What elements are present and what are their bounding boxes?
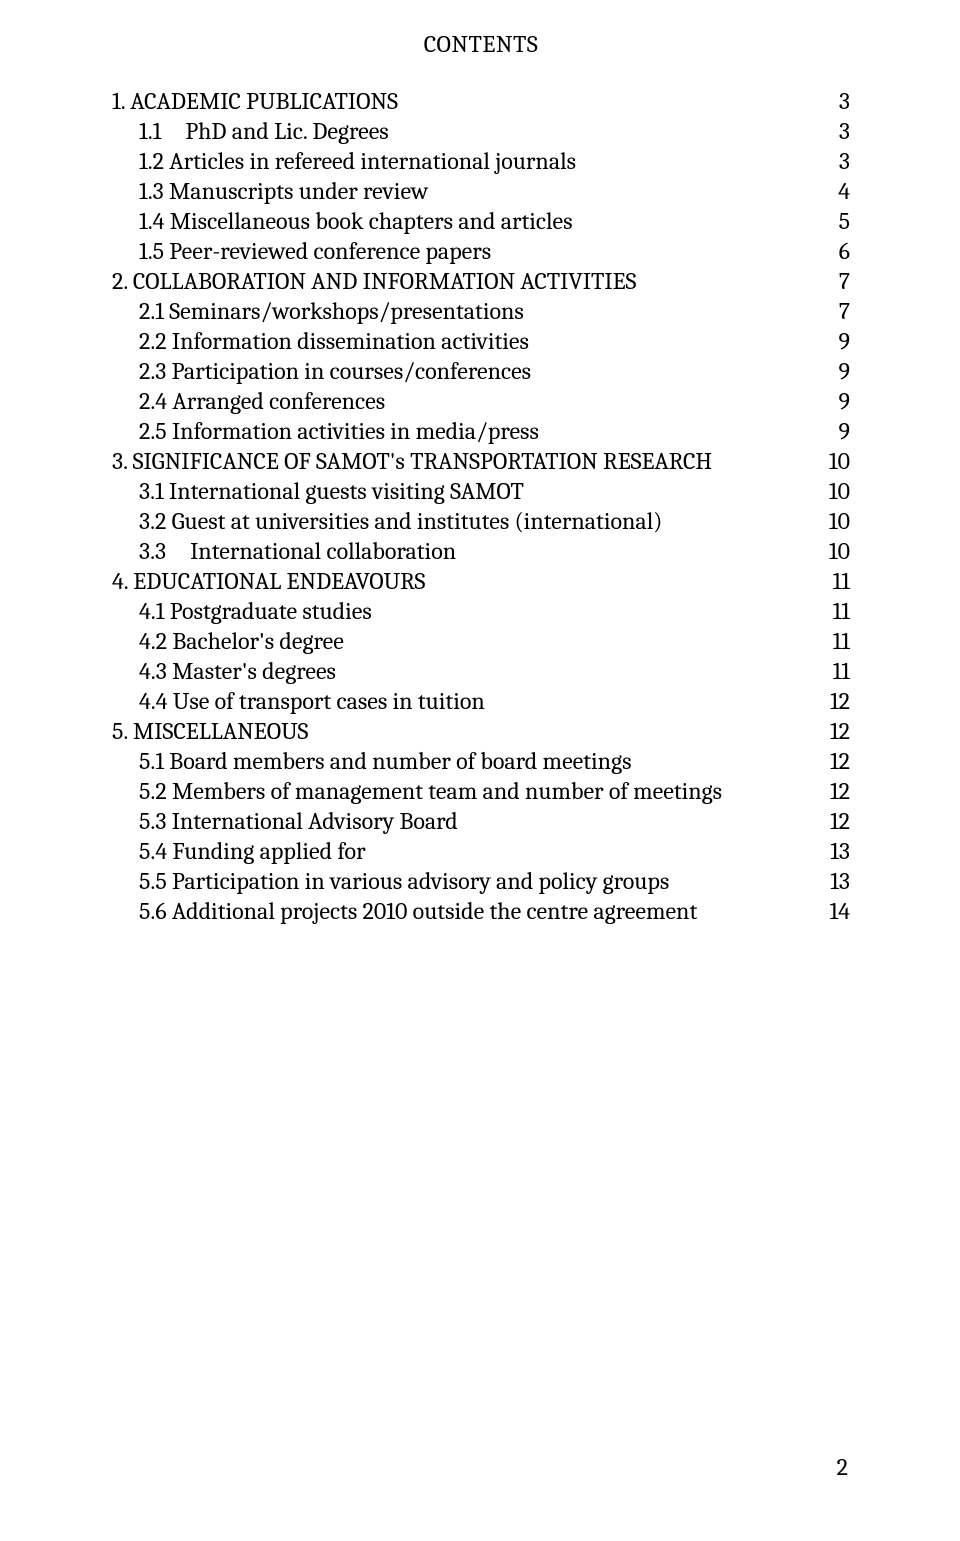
toc-entry: 2.4 Arranged conferences 9 xyxy=(112,386,850,416)
toc-entry-page: 12 xyxy=(830,776,850,806)
toc-entry-page: 9 xyxy=(839,326,850,356)
toc-entry-label: 5.6 Additional projects 2010 outside the… xyxy=(139,896,697,926)
toc-entry: 2.5 Information activities in media/pres… xyxy=(112,416,850,446)
toc-entry: 4.2 Bachelor's degree 11 xyxy=(112,626,850,656)
toc-entry: 2.1 Seminars/workshops/presentations 7 xyxy=(112,296,850,326)
toc-entry-label: 5.4 Funding applied for xyxy=(139,836,366,866)
toc-entry-page: 7 xyxy=(839,266,850,296)
toc-entry-label: 5.1 Board members and number of board me… xyxy=(139,746,632,776)
toc-entry: 3.3 International collaboration 10 xyxy=(112,536,850,566)
toc-entry-label: 2.2 Information dissemination activities xyxy=(139,326,529,356)
toc-entry-page: 13 xyxy=(830,866,850,896)
toc-entry-label: 4.1 Postgraduate studies xyxy=(139,596,372,626)
table-of-contents: 1. ACADEMIC PUBLICATIONS31.1 PhD and Lic… xyxy=(112,86,850,926)
toc-entry-page: 9 xyxy=(839,356,850,386)
toc-entry-page: 12 xyxy=(830,746,850,776)
toc-entry-page: 11 xyxy=(833,566,850,596)
toc-entry-label: 3. SIGNIFICANCE OF SAMOT's TRANSPORTATIO… xyxy=(112,446,712,476)
toc-entry-page: 3 xyxy=(839,86,850,116)
toc-entry-label: 5. MISCELLANEOUS xyxy=(112,716,308,746)
toc-entry-page: 12 xyxy=(830,806,850,836)
toc-entry: 3. SIGNIFICANCE OF SAMOT's TRANSPORTATIO… xyxy=(112,446,850,476)
toc-entry-page: 12 xyxy=(830,716,850,746)
page-container: CONTENTS 1. ACADEMIC PUBLICATIONS31.1 Ph… xyxy=(0,0,960,926)
toc-entry-page: 12 xyxy=(830,686,850,716)
toc-entry-label: 3.3 International collaboration xyxy=(139,536,456,566)
toc-entry-page: 10 xyxy=(829,476,850,506)
toc-entry-label: 4.4 Use of transport cases in tuition xyxy=(139,686,485,716)
toc-entry-label: 1.5 Peer-reviewed conference papers xyxy=(139,236,491,266)
toc-entry: 2. COLLABORATION AND INFORMATION ACTIVIT… xyxy=(112,266,850,296)
toc-entry-page: 10 xyxy=(829,536,850,566)
toc-entry: 2.3 Participation in courses/conferences… xyxy=(112,356,850,386)
toc-entry-label: 2.1 Seminars/workshops/presentations xyxy=(139,296,524,326)
toc-entry-page: 5 xyxy=(839,206,850,236)
page-title: CONTENTS xyxy=(112,30,850,58)
toc-entry: 1.4 Miscellaneous book chapters and arti… xyxy=(112,206,850,236)
toc-entry: 1.3 Manuscripts under review 4 xyxy=(112,176,850,206)
toc-entry-label: 2.3 Participation in courses/conferences xyxy=(139,356,531,386)
toc-entry-label: 1. ACADEMIC PUBLICATIONS xyxy=(112,86,398,116)
toc-entry-label: 5.5 Participation in various advisory an… xyxy=(139,866,669,896)
toc-entry-page: 9 xyxy=(839,386,850,416)
page-number: 2 xyxy=(837,1453,848,1481)
toc-entry: 3.1 International guests visiting SAMOT 1… xyxy=(112,476,850,506)
toc-entry: 5.4 Funding applied for 13 xyxy=(112,836,850,866)
toc-entry: 5.6 Additional projects 2010 outside the… xyxy=(112,896,850,926)
toc-entry: 5.5 Participation in various advisory an… xyxy=(112,866,850,896)
toc-entry-page: 6 xyxy=(839,236,850,266)
toc-entry-label: 2.5 Information activities in media/pres… xyxy=(139,416,539,446)
toc-entry-page: 11 xyxy=(833,656,850,686)
toc-entry-label: 3.1 International guests visiting SAMOT xyxy=(139,476,524,506)
toc-entry: 5. MISCELLANEOUS 12 xyxy=(112,716,850,746)
toc-entry: 1. ACADEMIC PUBLICATIONS 3 xyxy=(112,86,850,116)
toc-entry-label: 5.2 Members of management team and numbe… xyxy=(139,776,722,806)
toc-entry: 5.3 International Advisory Board 12 xyxy=(112,806,850,836)
toc-entry-page: 7 xyxy=(839,296,850,326)
toc-entry-page: 11 xyxy=(833,596,850,626)
toc-entry-label: 4.2 Bachelor's degree xyxy=(139,626,344,656)
toc-entry-label: 1.2 Articles in refereed international j… xyxy=(139,146,576,176)
toc-entry: 1.2 Articles in refereed international j… xyxy=(112,146,850,176)
toc-entry: 3.2 Guest at universities and institutes… xyxy=(112,506,850,536)
toc-entry-page: 11 xyxy=(833,626,850,656)
toc-entry-label: 4.3 Master's degrees xyxy=(139,656,336,686)
toc-entry-label: 1.1 PhD and Lic. Degrees xyxy=(139,116,389,146)
toc-entry-label: 3.2 Guest at universities and institutes… xyxy=(139,506,662,536)
toc-entry-page: 14 xyxy=(830,896,851,926)
toc-entry: 4. EDUCATIONAL ENDEAVOURS 11 xyxy=(112,566,850,596)
toc-entry: 5.1 Board members and number of board me… xyxy=(112,746,850,776)
toc-entry-label: 5.3 International Advisory Board xyxy=(139,806,458,836)
toc-entry-page: 3 xyxy=(839,116,850,146)
toc-entry-label: 1.4 Miscellaneous book chapters and arti… xyxy=(139,206,573,236)
toc-entry-page: 13 xyxy=(830,836,850,866)
toc-entry-page: 4 xyxy=(838,176,850,206)
toc-entry-label: 2.4 Arranged conferences xyxy=(139,386,385,416)
toc-entry-page: 9 xyxy=(839,416,850,446)
toc-entry-label: 4. EDUCATIONAL ENDEAVOURS xyxy=(112,566,425,596)
toc-entry-page: 3 xyxy=(839,146,850,176)
toc-entry: 2.2 Information dissemination activities… xyxy=(112,326,850,356)
toc-entry-page: 10 xyxy=(829,446,850,476)
toc-entry: 4.1 Postgraduate studies 11 xyxy=(112,596,850,626)
toc-entry: 4.4 Use of transport cases in tuition 12 xyxy=(112,686,850,716)
toc-entry-page: 10 xyxy=(829,506,850,536)
toc-entry: 1.5 Peer-reviewed conference papers 6 xyxy=(112,236,850,266)
toc-entry: 1.1 PhD and Lic. Degrees 3 xyxy=(112,116,850,146)
toc-entry-label: 2. COLLABORATION AND INFORMATION ACTIVIT… xyxy=(112,266,636,296)
toc-entry: 4.3 Master's degrees 11 xyxy=(112,656,850,686)
toc-entry: 5.2 Members of management team and numbe… xyxy=(112,776,850,806)
toc-entry-label: 1.3 Manuscripts under review xyxy=(139,176,428,206)
